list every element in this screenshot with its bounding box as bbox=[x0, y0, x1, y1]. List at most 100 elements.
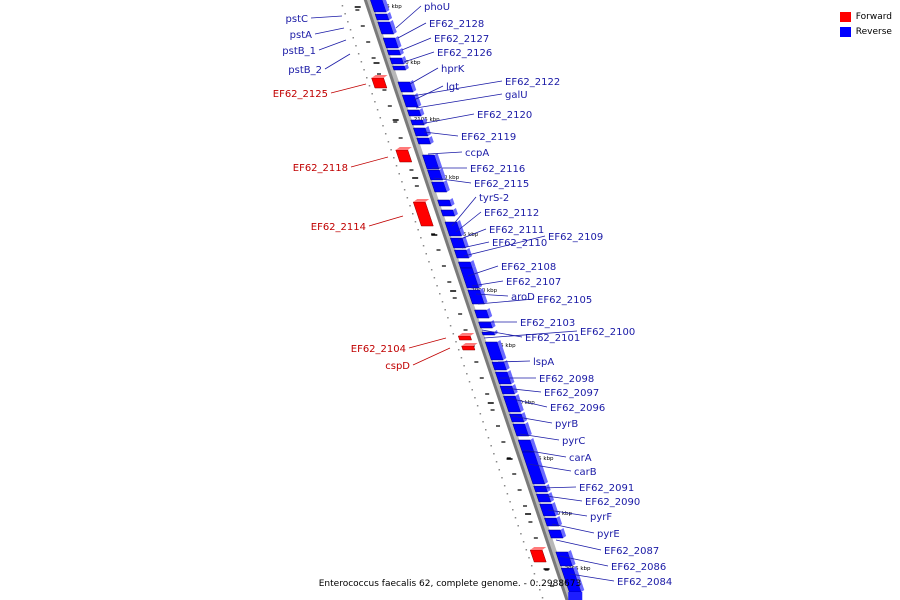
reverse-gene-block-side bbox=[404, 64, 409, 70]
gene-leader-phou bbox=[395, 5, 422, 29]
gene-label-ef62-2108: EF62_2108 bbox=[501, 262, 556, 273]
gene-leader-ef62-2111 bbox=[457, 228, 487, 241]
caption-text: Enterococcus faecalis 62, complete genom… bbox=[318, 579, 582, 589]
gene-leader-pyrb bbox=[511, 415, 553, 424]
reverse-gene-block bbox=[568, 592, 583, 600]
gene-leader-tyrs-2 bbox=[451, 196, 477, 227]
guide-dot bbox=[409, 205, 411, 207]
tick-label: 2085 kbp bbox=[490, 343, 516, 349]
guide-dot bbox=[493, 453, 495, 455]
guide-dot bbox=[441, 301, 444, 303]
gene-label-ef62-2125: EF62_2125 bbox=[273, 89, 328, 100]
gene-label-ef62-2084: EF62_2084 bbox=[617, 577, 672, 588]
guide-dot bbox=[447, 317, 449, 319]
gene-label-ef62-2119: EF62_2119 bbox=[461, 132, 516, 143]
gene-leader-cspd bbox=[412, 347, 451, 366]
gene-leader-ef62-2107 bbox=[471, 280, 504, 287]
guide-dot bbox=[357, 53, 360, 55]
guide-dot bbox=[406, 197, 409, 199]
guide-dot bbox=[517, 525, 519, 527]
guide-dot bbox=[390, 149, 392, 151]
gene-label-psta: pstA bbox=[290, 30, 312, 41]
gene-label-ef62-2126: EF62_2126 bbox=[437, 48, 492, 59]
tick-label: 2095 kbp bbox=[452, 232, 478, 238]
guide-dot bbox=[444, 309, 446, 311]
reverse-gene-block-side bbox=[534, 450, 548, 484]
legend-swatch-reverse bbox=[839, 26, 851, 37]
reverse-gene-block bbox=[533, 485, 549, 493]
reverse-gene-block-side bbox=[524, 422, 532, 436]
guide-dot bbox=[536, 581, 538, 583]
guide-dot bbox=[376, 109, 379, 111]
guide-dot bbox=[417, 229, 419, 231]
reverse-gene-block-side bbox=[449, 198, 455, 206]
reverse-gene-block-side bbox=[507, 370, 515, 384]
gene-label-arod: aroD bbox=[511, 292, 535, 303]
reverse-gene-block-side bbox=[434, 153, 443, 169]
gene-label-ef62-2103: EF62_2103 bbox=[520, 318, 575, 329]
guide-dot bbox=[395, 165, 398, 167]
reverse-gene-block bbox=[440, 209, 456, 217]
gene-label-ef62-2091: EF62_2091 bbox=[579, 483, 634, 494]
gene-label-ef62-2114: EF62_2114 bbox=[311, 222, 366, 233]
gene-leader-ef62-2127 bbox=[401, 37, 432, 51]
guide-dot bbox=[490, 445, 492, 447]
reverse-gene-block-side bbox=[387, 12, 393, 20]
gene-leader-ef62-2128 bbox=[397, 22, 427, 39]
reverse-gene-block-side bbox=[462, 236, 469, 248]
guide-dot bbox=[485, 429, 487, 431]
gene-leader-ef62-2091 bbox=[541, 486, 577, 489]
guide-dot bbox=[433, 277, 436, 279]
gene-label-ccpa: ccpA bbox=[465, 148, 489, 159]
forward-gene-block-top bbox=[461, 343, 478, 346]
guide-dot bbox=[349, 29, 352, 31]
tick-label: 2075 kbp bbox=[528, 456, 554, 462]
gene-leader-ef62-2109 bbox=[463, 235, 546, 257]
legend: Forward Reverse bbox=[839, 9, 892, 39]
gene-label-ef62-2110: EF62_2110 bbox=[492, 238, 547, 249]
guide-dot bbox=[498, 469, 501, 471]
gene-leader-ef62-2090 bbox=[545, 495, 583, 502]
gene-label-ef62-2098: EF62_2098 bbox=[539, 374, 594, 385]
gene-label-phou: phoU bbox=[424, 2, 450, 13]
guide-dot bbox=[487, 437, 490, 439]
reverse-gene-block bbox=[481, 331, 496, 336]
reverse-gene-block-side bbox=[389, 20, 397, 34]
guide-dot bbox=[430, 269, 433, 271]
reverse-gene-block bbox=[374, 13, 390, 21]
gene-label-pyrc: pyrC bbox=[562, 436, 585, 447]
tick-label: 2080 kbp bbox=[509, 400, 535, 406]
guide-dot bbox=[530, 565, 533, 567]
forward-gene-block bbox=[529, 549, 547, 563]
forward-gene-block-top bbox=[371, 75, 388, 78]
gene-label-galu: galU bbox=[505, 90, 528, 101]
reverse-gene-block bbox=[410, 119, 425, 126]
gene-label-ef62-2120: EF62_2120 bbox=[477, 110, 532, 121]
guide-dot bbox=[436, 285, 438, 287]
guide-dot bbox=[382, 125, 384, 127]
gene-label-ef62-2090: EF62_2090 bbox=[585, 497, 640, 508]
guide-dot bbox=[512, 509, 514, 511]
reverse-gene-block bbox=[389, 57, 405, 65]
gene-label-pyrb: pyrB bbox=[555, 419, 578, 430]
gene-label-lspa: lspA bbox=[533, 357, 554, 368]
reverse-gene-block-side bbox=[556, 516, 563, 526]
guide-dot bbox=[460, 357, 463, 359]
guide-dot bbox=[479, 413, 482, 415]
gene-label-ef62-2086: EF62_2086 bbox=[611, 562, 666, 573]
gene-label-ef62-2122: EF62_2122 bbox=[505, 77, 560, 88]
gene-label-lgt: lgt bbox=[446, 82, 459, 93]
gene-label-pstb-2: pstB_2 bbox=[288, 65, 322, 76]
reverse-gene-block-side bbox=[439, 168, 446, 180]
gene-leader-ef62-2084 bbox=[569, 573, 615, 582]
guide-dot bbox=[474, 397, 476, 399]
reverse-gene-block-side bbox=[419, 108, 425, 116]
guide-dot bbox=[506, 493, 509, 495]
gene-leader-ef62-2104 bbox=[408, 337, 447, 349]
gene-label-tyrs-2: tyrS-2 bbox=[479, 193, 509, 204]
reverse-gene-block-side bbox=[470, 260, 476, 268]
guide-dot bbox=[533, 573, 536, 575]
guide-dot bbox=[371, 93, 373, 95]
guide-dot bbox=[360, 61, 363, 63]
forward-gene-block bbox=[371, 77, 388, 89]
